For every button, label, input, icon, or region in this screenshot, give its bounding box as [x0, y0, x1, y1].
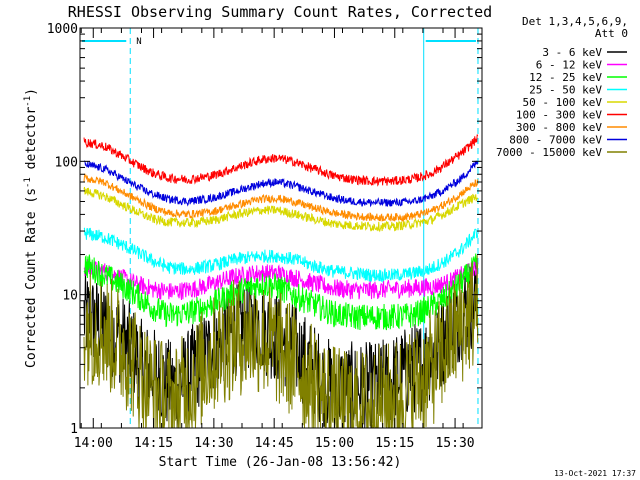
x-axis-label: Start Time (26-Jan-08 13:56:42) — [159, 455, 402, 470]
x-tick-label-2: 14:30 — [194, 436, 233, 451]
legend-header-line-2: Att 0 — [595, 27, 628, 40]
y-axis: 1 10 100 1000 — [47, 22, 482, 437]
x-tick-label-4: 15:00 — [315, 436, 354, 451]
legend-label-4: 50 - 100 keV — [523, 96, 603, 109]
x-tick-label-5: 15:15 — [375, 436, 414, 451]
y-axis-label-mid: detector — [24, 107, 39, 178]
y-axis-label: Corrected Count Rate (s-1 detector-1) — [23, 88, 39, 368]
series-line-50-100-keV — [83, 186, 479, 233]
x-tick-label-3: 14:45 — [255, 436, 294, 451]
plot-frame — [79, 27, 483, 429]
series-line-300-800-keV — [83, 173, 479, 223]
legend-header-line-1: Det 1,3,4,5,6,9, — [522, 15, 628, 28]
y-tick-label-1: 10 — [62, 289, 78, 304]
y-axis-label-sup2: -1 — [23, 96, 33, 107]
y-tick-label-0: 1 — [70, 422, 78, 437]
x-tick-label-6: 15:30 — [435, 436, 474, 451]
series-line-800-7000-keV — [83, 160, 479, 208]
legend-label-5: 100 - 300 keV — [516, 109, 602, 122]
legend-label-1: 6 - 12 keV — [536, 59, 603, 72]
series-line-12-25-keV — [83, 253, 479, 331]
legend-label-0: 3 - 6 keV — [542, 46, 602, 59]
legend-label-8: 7000 - 15000 keV — [496, 146, 602, 159]
x-tick-label-0: 14:00 — [74, 436, 113, 451]
x-axis: 14:00 14:15 14:30 14:45 15:00 15:15 15:30 — [74, 28, 475, 451]
legend-label-7: 800 - 7000 keV — [509, 134, 602, 147]
plot-area: N 1 10 100 1000 14:00 14:15 14:30 14:45 15:00 15… — [47, 22, 483, 451]
y-tick-label-3: 1000 — [47, 22, 78, 37]
legend-label-2: 12 - 25 keV — [529, 71, 602, 84]
y-axis-label-end: ) — [24, 88, 39, 96]
x-tick-label-1: 14:15 — [134, 436, 173, 451]
legend-label-6: 300 - 800 keV — [516, 121, 602, 134]
chart-title: RHESSI Observing Summary Count Rates, Co… — [68, 3, 492, 21]
y-tick-label-2: 100 — [55, 155, 78, 170]
series-line-100-300-keV — [83, 134, 479, 187]
series-line-25-50-keV — [83, 227, 479, 283]
y-axis-label-main: Corrected Count Rate (s — [24, 188, 39, 368]
generation-timestamp: 13-Oct-2021 17:37 — [554, 469, 636, 478]
night-marker-label: N — [136, 37, 141, 47]
legend-label-3: 25 - 50 keV — [529, 84, 602, 97]
y-axis-label-sup1: -1 — [23, 177, 33, 188]
